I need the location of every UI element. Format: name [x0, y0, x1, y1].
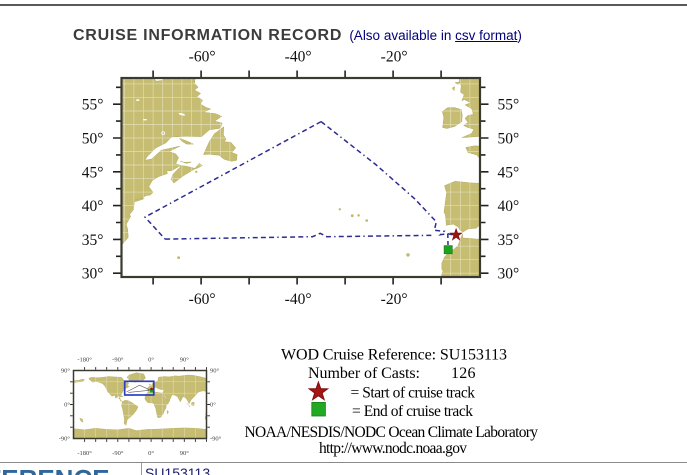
svg-text:-20°: -20° — [381, 291, 408, 308]
svg-text:-90°: -90° — [112, 357, 124, 364]
svg-text:-40°: -40° — [285, 291, 312, 308]
svg-text:45°: 45° — [82, 164, 104, 181]
svg-text:Number of Casts:: Number of Casts: — [308, 365, 420, 382]
svg-text:0°: 0° — [210, 402, 216, 409]
svg-text:45°: 45° — [498, 164, 520, 181]
svg-text:30°: 30° — [498, 266, 520, 283]
svg-text:-60°: -60° — [189, 49, 216, 66]
svg-text:= End of cruise track: = End of cruise track — [352, 403, 473, 420]
svg-text:35°: 35° — [82, 232, 104, 249]
svg-text:-90°: -90° — [210, 436, 222, 443]
svg-text:50°: 50° — [82, 131, 104, 148]
svg-text:-40°: -40° — [285, 49, 312, 66]
svg-text:35°: 35° — [498, 232, 520, 249]
svg-text:90°: 90° — [180, 450, 190, 457]
svg-text:WOD Cruise Reference: SU153113: WOD Cruise Reference: SU153113 — [281, 347, 507, 364]
svg-text:50°: 50° — [498, 131, 520, 148]
svg-text:0°: 0° — [148, 357, 154, 364]
svg-text:= Start of cruise track: = Start of cruise track — [351, 385, 476, 402]
svg-text:55°: 55° — [82, 97, 104, 114]
svg-text:-90°: -90° — [112, 450, 124, 457]
svg-text:-90°: -90° — [59, 436, 71, 443]
svg-text:126: 126 — [451, 365, 476, 382]
svg-text:-180°: -180° — [77, 450, 92, 457]
svg-text:90°: 90° — [180, 357, 190, 364]
svg-text:40°: 40° — [498, 198, 520, 215]
svg-text:-20°: -20° — [381, 49, 408, 66]
svg-text:90°: 90° — [61, 368, 71, 375]
svg-text:NOAA/NESDIS/NODC Ocean Climate: NOAA/NESDIS/NODC Ocean Climate Laborator… — [245, 424, 539, 441]
svg-text:0°: 0° — [148, 450, 154, 457]
svg-text:-180°: -180° — [77, 357, 92, 364]
svg-text:30°: 30° — [82, 266, 104, 283]
svg-text:-60°: -60° — [189, 291, 216, 308]
svg-text:http://www.nodc.noaa.gov: http://www.nodc.noaa.gov — [319, 440, 467, 457]
svg-text:40°: 40° — [82, 198, 104, 215]
svg-text:0°: 0° — [64, 402, 70, 409]
svg-text:55°: 55° — [498, 97, 520, 114]
svg-text:90°: 90° — [210, 368, 220, 375]
